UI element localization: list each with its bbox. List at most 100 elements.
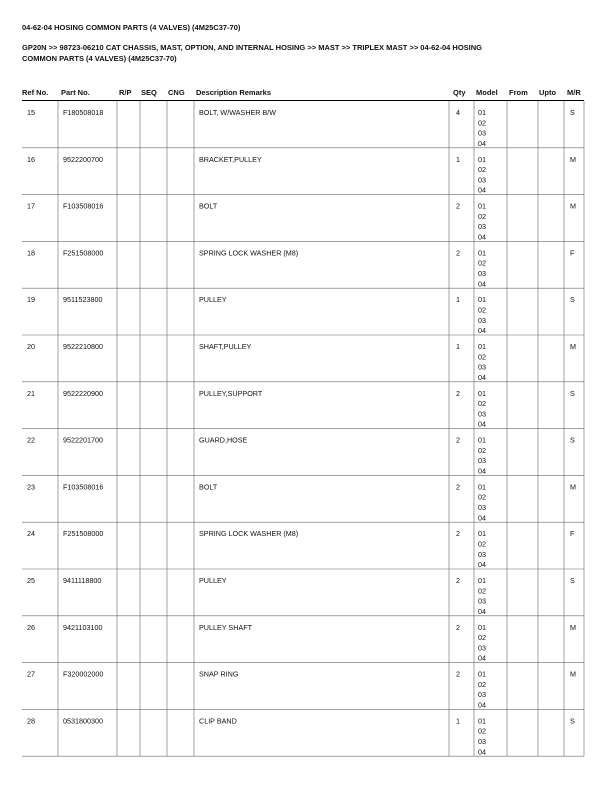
model: 01 — [478, 716, 486, 725]
qty: 2 — [456, 202, 460, 211]
description: PULLEY SHAFT — [199, 623, 253, 632]
ref-no: 19 — [27, 295, 35, 304]
ref-no: 20 — [27, 342, 35, 351]
model: 04 — [478, 326, 486, 335]
qty: 1 — [456, 342, 460, 351]
description: GUARD,HOSE — [199, 436, 248, 445]
model: 01 — [478, 670, 486, 679]
mr: M — [570, 155, 576, 164]
model: 04 — [478, 607, 486, 616]
part-no: 9511523800 — [63, 295, 102, 304]
model: 02 — [478, 493, 486, 502]
part-no: F103508016 — [63, 202, 103, 211]
part-no: 0531800300 — [63, 716, 103, 725]
model: 01 — [478, 248, 486, 257]
mr: S — [570, 295, 575, 304]
qty: 2 — [456, 670, 460, 679]
column-header: CNG — [168, 88, 185, 97]
model: 04 — [478, 513, 486, 522]
model: 04 — [478, 373, 486, 382]
model: 03 — [478, 456, 486, 465]
ref-no: 27 — [27, 670, 35, 679]
breadcrumb: COMMON PARTS (4 VALVES) (4M25C37-70) — [22, 54, 177, 63]
model: 02 — [478, 633, 486, 642]
model: 04 — [478, 701, 486, 710]
model: 03 — [478, 550, 486, 559]
model: 01 — [478, 436, 486, 445]
description: SNAP RING — [199, 670, 239, 679]
part-no: F103508016 — [63, 482, 103, 491]
mr: S — [570, 389, 575, 398]
column-header: Upto — [539, 88, 556, 97]
model: 04 — [478, 279, 486, 288]
mr: M — [570, 202, 576, 211]
mr: M — [570, 482, 576, 491]
model: 03 — [478, 222, 486, 231]
ref-no: 26 — [27, 623, 35, 632]
model: 03 — [478, 597, 486, 606]
mr: S — [570, 108, 575, 117]
ref-no: 25 — [27, 576, 35, 585]
part-no: F251508000 — [63, 529, 103, 538]
model: 01 — [478, 295, 486, 304]
qty: 2 — [456, 623, 460, 632]
model: 01 — [478, 576, 486, 585]
column-header: Model — [476, 88, 498, 97]
model: 03 — [478, 503, 486, 512]
ref-no: 21 — [27, 389, 35, 398]
description: BRACKET,PULLEY — [199, 155, 262, 164]
mr: M — [570, 623, 576, 632]
model: 04 — [478, 560, 486, 569]
model: 02 — [478, 540, 486, 549]
part-no: F320002000 — [63, 670, 103, 679]
model: 03 — [478, 643, 486, 652]
model: 03 — [478, 269, 486, 278]
qty: 2 — [456, 248, 460, 257]
qty: 1 — [456, 155, 460, 164]
column-header: Description Remarks — [196, 88, 271, 97]
description: PULLEY,SUPPORT — [199, 389, 263, 398]
part-no: 9522210800 — [63, 342, 103, 351]
model: 02 — [478, 352, 486, 361]
model: 04 — [478, 654, 486, 663]
qty: 4 — [456, 108, 460, 117]
model: 01 — [478, 342, 486, 351]
qty: 2 — [456, 576, 460, 585]
model: 04 — [478, 186, 486, 195]
column-header: R/P — [119, 88, 132, 97]
model: 02 — [478, 259, 486, 268]
part-no: 9522220900 — [63, 389, 103, 398]
model: 01 — [478, 623, 486, 632]
column-header: Ref No. — [22, 88, 48, 97]
ref-no: 15 — [27, 108, 35, 117]
model: 01 — [478, 108, 486, 117]
ref-no: 18 — [27, 248, 35, 257]
part-no: 9421103100 — [63, 623, 102, 632]
model: 02 — [478, 446, 486, 455]
ref-no: 23 — [27, 482, 35, 491]
ref-no: 22 — [27, 436, 35, 445]
description: BOLT — [199, 482, 218, 491]
model: 01 — [478, 482, 486, 491]
ref-no: 16 — [27, 155, 35, 164]
description: BOLT, W/WASHER B/W — [199, 108, 276, 117]
model: 03 — [478, 175, 486, 184]
ref-no: 28 — [27, 716, 35, 725]
qty: 2 — [456, 482, 460, 491]
column-header: Qty — [453, 88, 466, 97]
model: 04 — [478, 139, 486, 148]
model: 01 — [478, 202, 486, 211]
mr: S — [570, 436, 575, 445]
part-no: 9522200700 — [63, 155, 103, 164]
part-no: 9411118800 — [63, 576, 101, 585]
model: 02 — [478, 212, 486, 221]
model: 03 — [478, 690, 486, 699]
part-no: 9522201700 — [63, 436, 103, 445]
model: 02 — [478, 586, 486, 595]
part-no: F251508000 — [63, 248, 103, 257]
qty: 2 — [456, 436, 460, 445]
description: SPRING LOCK WASHER (M8) — [199, 248, 298, 257]
model: 02 — [478, 306, 486, 315]
mr: M — [570, 670, 576, 679]
